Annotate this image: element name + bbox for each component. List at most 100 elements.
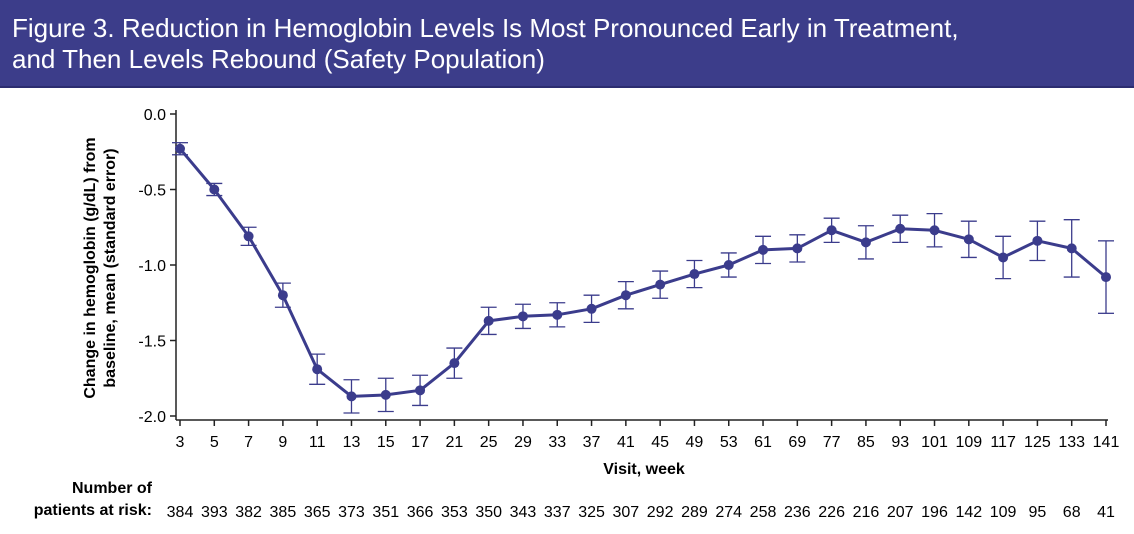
data-markers: [175, 143, 1111, 402]
data-point: [758, 244, 769, 255]
risk-value: 292: [647, 504, 674, 521]
data-point: [209, 184, 220, 195]
figure-title-line2: and Then Levels Rebound (Safety Populati…: [12, 44, 545, 74]
risk-value: 226: [818, 504, 845, 521]
y-tick-label: -0.5: [138, 183, 166, 200]
data-point: [346, 391, 357, 402]
x-tick-label: 29: [514, 434, 532, 451]
risk-value: 216: [853, 504, 880, 521]
data-point: [963, 234, 974, 245]
risk-value: 236: [784, 504, 811, 521]
risk-value: 385: [270, 504, 297, 521]
x-tick-label: 11: [309, 434, 326, 451]
risk-value: 343: [510, 504, 537, 521]
y-axis-label-line2: baseline, mean (standard error): [102, 148, 119, 387]
data-point: [517, 311, 528, 322]
risk-value: 274: [715, 504, 742, 521]
x-tick-label: 13: [343, 434, 361, 451]
x-axis-ticks: 3 5 7 9 11 13 15 17 21 25 29 33 37 41 45 49 53 61 69 77 85 93…: [176, 420, 1120, 451]
data-point: [415, 385, 426, 396]
data-point: [998, 252, 1009, 263]
data-point: [277, 290, 288, 301]
x-tick-label: 21: [445, 434, 463, 451]
risk-value: 365: [304, 504, 331, 521]
risk-value: 289: [681, 504, 708, 521]
risk-value: 351: [372, 504, 399, 521]
risk-value: 41: [1097, 504, 1115, 521]
y-tick-label: 0.0: [144, 107, 166, 124]
risk-value: 382: [235, 504, 262, 521]
data-point: [380, 389, 391, 400]
x-tick-label: 9: [278, 434, 287, 451]
risk-table-label-line2: patients at risk:: [33, 502, 152, 519]
data-point: [792, 243, 803, 254]
risk-table-values: 384 393 382 385 365 373 351 366 353 350 343 337 325 3…: [167, 504, 1115, 521]
x-tick-label: 77: [823, 434, 841, 451]
x-tick-label: 141: [1093, 434, 1120, 451]
data-point: [243, 231, 254, 242]
data-point: [449, 358, 460, 369]
x-tick-label: 109: [955, 434, 982, 451]
data-point: [689, 269, 700, 280]
x-tick-label: 5: [210, 434, 219, 451]
data-point: [929, 225, 940, 236]
x-tick-label: 125: [1024, 434, 1051, 451]
x-tick-label: 41: [617, 434, 635, 451]
risk-value: 95: [1029, 504, 1047, 521]
risk-value: 353: [441, 504, 468, 521]
risk-value: 258: [750, 504, 777, 521]
risk-value: 325: [578, 504, 605, 521]
data-point: [723, 260, 734, 270]
error-bars: [172, 142, 1114, 414]
risk-value: 393: [201, 504, 228, 521]
series-line-group: [178, 147, 1107, 398]
data-point: [1032, 235, 1043, 246]
x-tick-label: 25: [480, 434, 498, 451]
x-tick-label: 45: [651, 434, 669, 451]
y-tick-label: -1.5: [138, 334, 166, 351]
risk-value: 366: [407, 504, 434, 521]
risk-value: 384: [167, 504, 194, 521]
data-point: [655, 279, 666, 290]
y-axis-label: Change in hemoglobin (g/dL) from baselin…: [82, 137, 119, 398]
x-tick-label: 101: [921, 434, 948, 451]
risk-value: 337: [544, 504, 571, 521]
data-point: [620, 290, 631, 301]
y-axis-ticks: 0.0 -0.5 -1.0 -1.5 -2.0: [138, 107, 176, 426]
figure-title-banner: Figure 3. Reduction in Hemoglobin Levels…: [0, 0, 1134, 88]
y-axis-label-line1: Change in hemoglobin (g/dL) from: [82, 137, 99, 398]
risk-value: 109: [990, 504, 1017, 521]
x-tick-label: 7: [244, 434, 253, 451]
x-tick-label: 117: [990, 434, 1016, 451]
x-tick-label: 15: [377, 434, 395, 451]
figure-title-line1: Figure 3. Reduction in Hemoglobin Levels…: [12, 13, 959, 43]
y-tick-label: -2.0: [138, 409, 166, 426]
series-line: [178, 147, 1107, 398]
data-point: [483, 315, 494, 326]
data-point: [1101, 272, 1111, 283]
x-tick-label: 49: [686, 434, 704, 451]
y-tick-label: -1.0: [138, 258, 166, 275]
data-point: [1066, 243, 1077, 254]
x-axis-label: Visit, week: [603, 461, 685, 478]
x-tick-label: 69: [788, 434, 806, 451]
data-point: [552, 309, 563, 320]
x-tick-label: 61: [754, 434, 772, 451]
x-tick-label: 17: [411, 434, 429, 451]
x-tick-label: 37: [583, 434, 601, 451]
x-tick-label: 85: [857, 434, 875, 451]
x-tick-label: 33: [548, 434, 566, 451]
data-point: [312, 364, 323, 375]
data-point: [895, 223, 906, 234]
risk-value: 196: [921, 504, 948, 521]
data-point: [586, 303, 597, 314]
data-point: [860, 237, 871, 248]
data-point: [826, 225, 837, 236]
risk-value: 207: [887, 504, 914, 521]
data-point: [175, 143, 185, 154]
risk-value: 142: [955, 504, 982, 521]
risk-value: 350: [475, 504, 502, 521]
x-tick-label: 3: [176, 434, 185, 451]
risk-table-label-line1: Number of: [72, 480, 152, 497]
